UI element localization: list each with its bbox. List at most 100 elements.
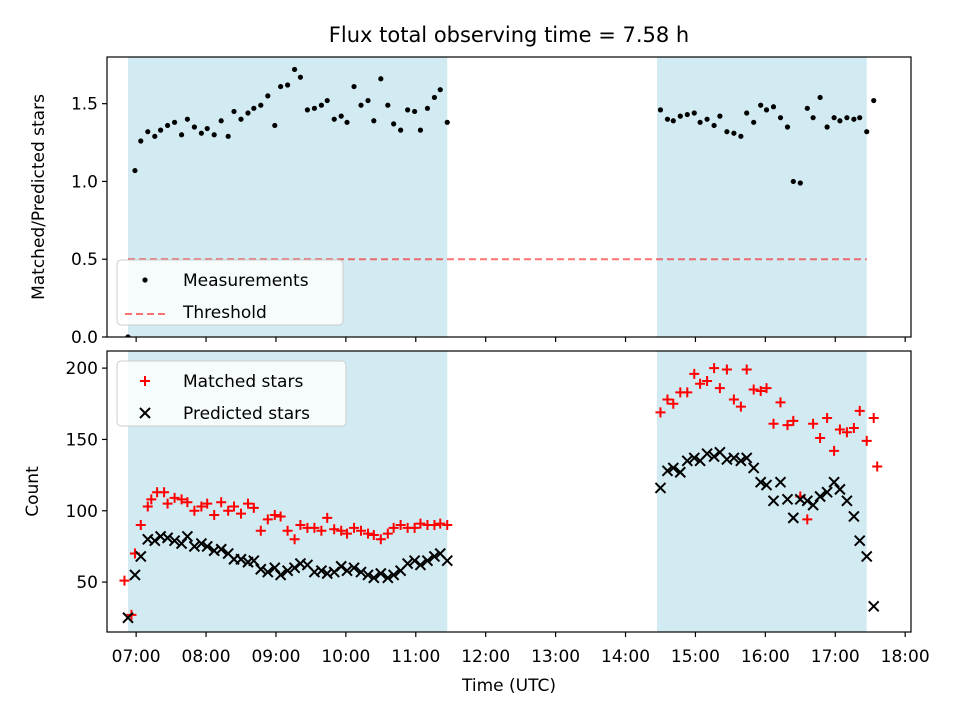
ratio-panel: 0.0 0.5 1.0 1.5 Matched/Predicted stars Measu…: [29, 56, 912, 348]
x-tick-label: 09:00: [251, 647, 300, 667]
predicted-point: [674, 466, 686, 478]
measurement-point: [211, 132, 217, 138]
measurement-point: [365, 97, 371, 104]
legend-box: [116, 360, 347, 427]
measurement-point: [171, 119, 178, 125]
measurement-point: [198, 130, 204, 136]
predicted-point: [667, 462, 680, 474]
y-tick-label: 50: [76, 573, 98, 593]
y-axis-label: Matched/Predicted stars: [29, 94, 49, 300]
matched-point: [682, 387, 693, 398]
measurement-point: [751, 119, 757, 125]
measurement-point: [738, 133, 744, 139]
matched-point: [236, 508, 246, 519]
matched-point: [375, 534, 386, 545]
measurement-point: [851, 116, 857, 122]
predicted-point: [414, 559, 427, 571]
measurement-point: [278, 83, 284, 90]
predicted-point: [408, 554, 421, 567]
x-tick-label: 08:00: [182, 647, 231, 667]
measurement-point: [405, 107, 411, 113]
measurement-point: [351, 83, 357, 90]
matched-point: [435, 518, 446, 529]
measurement-point: [344, 119, 350, 125]
matched-point: [662, 394, 673, 405]
measurement-point: [152, 133, 158, 139]
matched-point: [709, 363, 720, 374]
matched-point: [395, 520, 406, 531]
x-tick-label: 18:00: [881, 647, 930, 667]
predicted-point: [161, 532, 174, 544]
predicted-point: [428, 550, 441, 563]
y-tick-label: 1.0: [71, 172, 98, 192]
measurement-point: [684, 111, 690, 118]
predicted-point: [362, 569, 374, 581]
measurement-point: [378, 76, 384, 82]
matched-point: [322, 512, 333, 523]
legend-box: [116, 259, 344, 326]
measurement-point: [311, 105, 318, 111]
matched-point: [142, 501, 153, 512]
matched-point: [242, 498, 253, 509]
predicted-point: [754, 476, 767, 488]
legend: Matched stars Predicted stars: [116, 360, 347, 427]
matched-point: [755, 385, 766, 396]
matched-point: [429, 520, 440, 531]
y-tick-label: 0.5: [71, 250, 98, 270]
matched-point: [189, 505, 200, 516]
measurement-point: [184, 116, 190, 122]
measurement-point: [424, 105, 431, 111]
predicted-point: [814, 490, 826, 503]
matched-point: [223, 505, 234, 516]
measurement-point: [657, 107, 664, 113]
measurement-point: [857, 115, 863, 121]
measurement-point: [871, 97, 877, 104]
matched-point: [289, 534, 300, 545]
measurement-point: [145, 129, 151, 135]
measurement-point: [398, 127, 404, 133]
measurement-point: [437, 87, 443, 93]
predicted-point: [861, 550, 873, 563]
matched-point: [162, 498, 173, 509]
predicted-point: [708, 450, 720, 463]
predicted-point: [854, 535, 866, 547]
legend-label: Measurements: [183, 271, 309, 291]
y-axis-label: Count: [23, 466, 43, 517]
matched-point: [748, 384, 759, 395]
matched-point: [316, 525, 327, 536]
measurement-point: [810, 115, 816, 121]
matched-point: [295, 520, 306, 531]
observing-window: [656, 57, 867, 337]
matched-point: [802, 514, 813, 525]
measurement-point: [371, 118, 377, 124]
measurement-point: [225, 133, 231, 139]
matched-point: [741, 364, 752, 375]
predicted-point: [740, 452, 753, 464]
matched-point: [409, 522, 420, 533]
x-tick-label: 11:00: [391, 647, 440, 667]
measurement-point: [444, 119, 450, 125]
axes-frame: [106, 350, 912, 633]
predicted-point: [348, 562, 360, 574]
x-tick-label: 13:00: [531, 647, 580, 667]
x-tick-label: 16:00: [741, 647, 790, 667]
measurement-point: [417, 127, 424, 133]
predicted-point: [841, 495, 853, 507]
matched-point: [689, 368, 700, 379]
predicted-point: [787, 512, 800, 524]
predicted-point: [315, 564, 328, 577]
measurement-point: [331, 116, 337, 122]
predicted-point: [387, 569, 400, 581]
matched-point: [342, 528, 353, 539]
predicted-point: [767, 495, 780, 507]
predicted-point: [235, 553, 247, 565]
predicted-point: [441, 554, 453, 567]
matched-point: [735, 401, 746, 412]
matched-point: [388, 522, 399, 533]
matched-point: [336, 525, 347, 536]
matched-point: [216, 497, 227, 508]
measurement-point: [297, 74, 304, 80]
matched-point: [349, 522, 360, 533]
matched-point: [229, 501, 240, 512]
